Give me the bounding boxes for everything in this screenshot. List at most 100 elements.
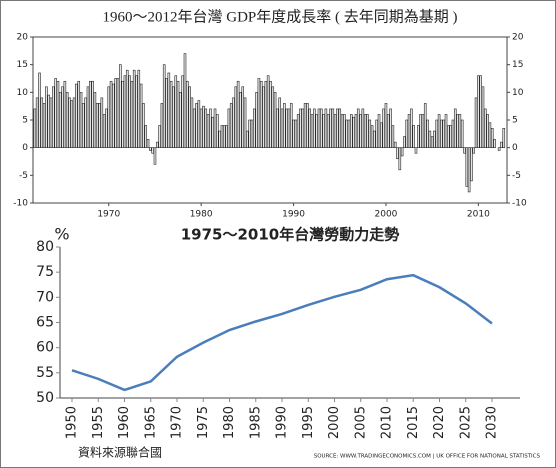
- bar: [135, 75, 138, 148]
- bar: [216, 114, 219, 148]
- x-tick-label: 1975: [196, 406, 211, 439]
- bar: [333, 114, 337, 148]
- bar: [414, 147, 418, 154]
- bar: [396, 147, 399, 160]
- bar: [248, 119, 251, 148]
- bar: [47, 94, 50, 148]
- bar: [356, 108, 360, 148]
- x-tick-label: 2010: [467, 210, 490, 220]
- bar: [38, 72, 41, 148]
- bar: [410, 108, 413, 148]
- bar: [451, 119, 455, 148]
- bar: [359, 114, 362, 148]
- x-tick-label: 1960: [117, 406, 132, 439]
- bar: [259, 80, 263, 148]
- y-axis-label: %: [54, 225, 69, 244]
- bar: [42, 103, 46, 148]
- bar: [68, 97, 71, 148]
- y2-tick-label: 15: [512, 60, 523, 70]
- bar: [303, 103, 307, 148]
- bar: [435, 119, 439, 148]
- bar: [493, 139, 496, 148]
- bar: [340, 114, 344, 148]
- bar: [137, 69, 141, 148]
- bar: [319, 108, 323, 148]
- bar: [123, 75, 127, 148]
- bar: [167, 72, 171, 148]
- bar: [502, 128, 506, 148]
- bar: [405, 119, 409, 148]
- bar: [423, 103, 427, 148]
- bar: [35, 97, 39, 148]
- x-tick-label: 1965: [143, 406, 158, 439]
- bar: [421, 114, 425, 148]
- bar: [283, 103, 286, 148]
- bar: [366, 114, 369, 148]
- bar: [151, 147, 154, 154]
- bar: [65, 92, 69, 148]
- bar: [183, 53, 187, 148]
- bar: [419, 114, 422, 148]
- bar: [204, 108, 208, 148]
- bar: [484, 108, 487, 148]
- bar: [417, 125, 420, 148]
- bar: [463, 147, 466, 154]
- bar: [368, 119, 372, 148]
- bar: [199, 108, 203, 148]
- y-tick-label: 70: [36, 289, 54, 305]
- bar: [329, 108, 332, 148]
- bar: [287, 108, 291, 148]
- bar: [172, 86, 175, 148]
- bar: [128, 75, 131, 148]
- bar: [75, 83, 78, 148]
- bar: [79, 92, 83, 148]
- bar: [370, 125, 374, 148]
- bar: [209, 108, 212, 148]
- y-tick-label: -5: [19, 171, 28, 181]
- x-tick-label: 1980: [222, 406, 237, 439]
- bar: [465, 147, 469, 187]
- bar: [40, 97, 44, 148]
- bar: [61, 86, 64, 148]
- bar: [474, 97, 478, 148]
- chart-title: 1975～2010年台灣勞動力走勢: [181, 226, 400, 244]
- bar: [107, 86, 111, 148]
- x-tick-label: 2030: [485, 406, 500, 439]
- y2-tick-label: 20: [512, 33, 524, 43]
- bar: [317, 108, 321, 148]
- bar: [363, 114, 367, 148]
- bar: [442, 119, 445, 148]
- bar: [250, 119, 254, 148]
- bar: [361, 108, 365, 148]
- bar: [428, 130, 432, 148]
- x-tick-label: 2015: [406, 406, 421, 439]
- x-tick-label: 2000: [375, 210, 398, 220]
- x-tick-label: 2010: [380, 406, 395, 439]
- x-tick-label: 2025: [458, 406, 473, 439]
- bar: [391, 125, 395, 148]
- bar: [310, 114, 314, 148]
- x-tick-label: 1985: [248, 406, 263, 439]
- bar: [301, 108, 305, 148]
- bar: [393, 141, 397, 148]
- bar: [195, 103, 198, 148]
- x-tick-label: 2005: [353, 406, 368, 439]
- bar: [470, 147, 473, 182]
- x-tick-label: 1995: [301, 406, 316, 439]
- bar: [389, 108, 392, 148]
- x-tick-label: 1970: [170, 406, 185, 439]
- bar: [257, 78, 261, 148]
- bar: [186, 80, 189, 148]
- bar: [95, 103, 99, 148]
- bar: [326, 114, 330, 148]
- x-tick-label: 1990: [275, 406, 290, 439]
- bar: [380, 122, 383, 148]
- bar: [213, 108, 217, 148]
- y-tick-label: 20: [17, 33, 29, 43]
- bar: [49, 97, 53, 148]
- bar: [324, 108, 328, 148]
- x-tick-label: 1950: [65, 406, 80, 439]
- bar: [45, 86, 48, 148]
- bar: [54, 78, 57, 148]
